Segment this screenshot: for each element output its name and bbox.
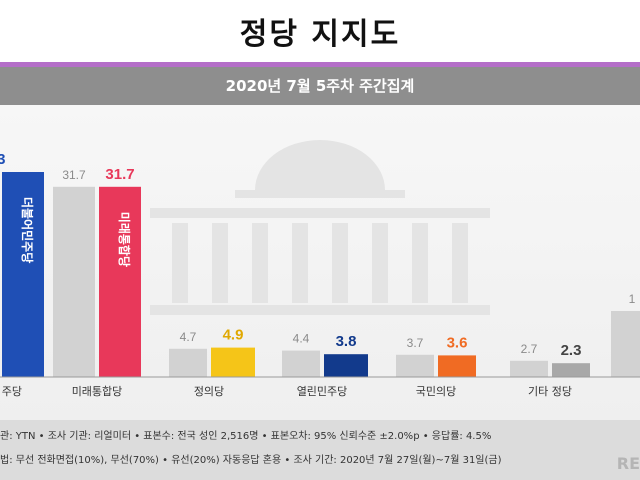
bar-previous-6	[611, 311, 640, 377]
bar-logo-0: 더불어민주당	[20, 197, 35, 263]
bar-previous-4	[396, 354, 434, 377]
bar-logo-1: 미래통합당	[117, 212, 132, 267]
bar-chart: 8.3더불어민주당주당31.731.7미래통합당미래통합당4.74.9정의당4.…	[0, 140, 640, 398]
category-label-1: 미래통합당	[72, 385, 123, 398]
category-label-5: 기타 정당	[528, 385, 572, 398]
assembly-building-watermark	[150, 140, 490, 315]
data-label-previous-2: 4.7	[180, 330, 197, 344]
data-label-current-4: 3.6	[447, 334, 468, 351]
data-label-previous-5: 2.7	[521, 342, 538, 356]
footer-survey-method: 법: 무선 전화면접(10%), 무선(70%) • 유선(20%) 자동응답 …	[0, 455, 502, 466]
data-label-current-0: 8.3	[0, 151, 5, 168]
bar-current-5	[552, 363, 590, 377]
page-title: 정당 지지도	[239, 17, 401, 52]
bar-previous-3	[282, 350, 320, 377]
bar-current-1	[99, 186, 141, 377]
subtitle: 2020년 7월 5주차 주간집계	[225, 77, 415, 95]
bar-current-3	[324, 354, 368, 377]
bar-current-4	[438, 355, 476, 377]
bar-previous-2	[169, 348, 207, 377]
bar-current-2	[211, 347, 255, 377]
data-label-previous-1: 31.7	[62, 168, 86, 182]
category-label-0: 주당	[2, 385, 22, 398]
category-label-4: 국민의당	[416, 385, 456, 398]
subtitle-bar: 2020년 7월 5주차 주간집계	[0, 67, 640, 105]
category-label-3: 열린민주당	[297, 385, 348, 398]
bar-previous-1	[53, 186, 95, 377]
data-label-current-5: 2.3	[561, 342, 582, 359]
data-label-current-3: 3.8	[336, 333, 357, 350]
accent-divider	[0, 62, 640, 67]
data-label-previous-6: 1	[629, 292, 636, 306]
data-label-previous-3: 4.4	[293, 332, 310, 346]
data-label-previous-4: 3.7	[407, 336, 424, 350]
data-label-current-1: 31.7	[105, 166, 134, 183]
bar-previous-5	[510, 360, 548, 377]
data-label-current-2: 4.9	[223, 327, 244, 344]
footer-survey-info: 관: YTN • 조사 기관: 리얼미터 • 표본수: 전국 성인 2,516명…	[0, 431, 492, 442]
chart-area: 8.3더불어민주당주당31.731.7미래통합당미래통합당4.74.9정의당4.…	[0, 105, 640, 420]
broadcaster-watermark: RE	[616, 454, 640, 473]
bar-current-0	[2, 172, 44, 377]
survey-footer: 관: YTN • 조사 기관: 리얼미터 • 표본수: 전국 성인 2,516명…	[0, 420, 640, 480]
category-label-2: 정의당	[194, 385, 224, 398]
